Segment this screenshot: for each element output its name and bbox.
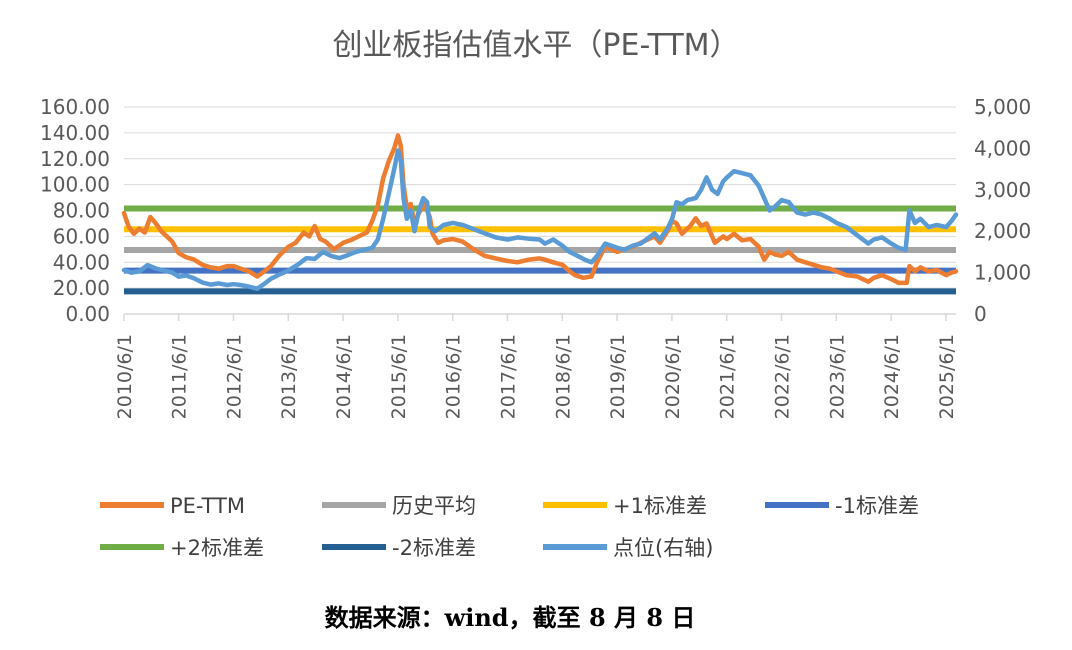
y-right-tick-label: 1,000 bbox=[974, 261, 1031, 285]
legend-label: 历史平均 bbox=[392, 494, 476, 518]
chart-title: 创业板指估值水平（PE-TTM） bbox=[332, 28, 739, 63]
y-left-tick-label: 60.00 bbox=[53, 224, 110, 248]
y-right-tick-label: 0 bbox=[974, 302, 987, 326]
y-right-tick-label: 3,000 bbox=[974, 178, 1031, 202]
x-tick-label: 2011/6/1 bbox=[169, 334, 191, 419]
y-left-tick-label: 80.00 bbox=[53, 199, 110, 223]
y-right-tick-label: 5,000 bbox=[974, 95, 1031, 119]
legend-item-plus1: +1标准差 bbox=[543, 494, 707, 518]
x-tick-label: 2023/6/1 bbox=[826, 334, 848, 419]
x-tick-label: 2022/6/1 bbox=[772, 334, 794, 419]
legend-item-index: 点位(右轴) bbox=[543, 536, 713, 560]
legend-item-mean: 历史平均 bbox=[322, 494, 476, 518]
legend-label: -2标准差 bbox=[392, 536, 476, 560]
legend: PE-TTM 历史平均 +1标准差 -1标准差 +2标准差 -2标准差 点位(右轴) bbox=[100, 494, 919, 560]
x-tick-label: 2020/6/1 bbox=[662, 334, 684, 419]
series-line-index bbox=[121, 148, 959, 291]
legend-item-minus2: -2标准差 bbox=[322, 536, 476, 560]
y-right-tick-label: 2,000 bbox=[974, 219, 1031, 243]
series-line-pe bbox=[121, 133, 959, 286]
gridlines bbox=[124, 106, 956, 289]
y-left-tick-label: 20.00 bbox=[53, 276, 110, 300]
x-tick-label: 2013/6/1 bbox=[278, 334, 300, 419]
y-left-tick-label: 160.00 bbox=[40, 95, 110, 119]
legend-label: +1标准差 bbox=[613, 494, 707, 518]
source-note: 数据来源：wind，截至 8 月 8 日 bbox=[325, 603, 696, 632]
y-left-tick-label: 40.00 bbox=[53, 250, 110, 274]
right-axis-ticks: 0 1,000 2,000 3,000 4,000 5,000 bbox=[974, 95, 1031, 326]
x-tick-label: 2010/6/1 bbox=[114, 334, 136, 419]
y-left-tick-label: 0.00 bbox=[65, 302, 110, 326]
y-left-tick-label: 140.00 bbox=[40, 121, 110, 145]
x-tick-label: 2016/6/1 bbox=[443, 334, 465, 419]
legend-label: +2标准差 bbox=[170, 536, 264, 560]
legend-label: 点位(右轴) bbox=[613, 536, 713, 560]
legend-item-pe: PE-TTM bbox=[100, 494, 245, 518]
x-tick-label: 2025/6/1 bbox=[936, 334, 958, 419]
x-tick-label: 2012/6/1 bbox=[223, 334, 245, 419]
x-tick-label: 2015/6/1 bbox=[388, 334, 410, 419]
y-right-tick-label: 4,000 bbox=[974, 136, 1031, 160]
series-lines bbox=[121, 133, 959, 291]
x-tick-label: 2014/6/1 bbox=[333, 334, 355, 419]
legend-item-plus2: +2标准差 bbox=[100, 536, 264, 560]
y-left-tick-label: 120.00 bbox=[40, 147, 110, 171]
left-axis-ticks: 0.0020.0040.0060.0080.00100.00120.00140.… bbox=[40, 95, 110, 326]
y-left-tick-label: 100.00 bbox=[40, 173, 110, 197]
legend-label: -1标准差 bbox=[835, 494, 919, 518]
legend-label: PE-TTM bbox=[170, 494, 245, 518]
x-tick-label: 2019/6/1 bbox=[607, 334, 629, 419]
x-tick-label: 2018/6/1 bbox=[552, 334, 574, 419]
x-tick-label: 2017/6/1 bbox=[497, 334, 519, 419]
x-tick-label: 2021/6/1 bbox=[717, 334, 739, 419]
x-tick-label: 2024/6/1 bbox=[881, 334, 903, 419]
x-axis: 2010/6/1 2011/6/1 2012/6/1 2013/6/1 2014/6/1… bbox=[114, 313, 958, 419]
legend-item-minus1: -1标准差 bbox=[765, 494, 919, 518]
